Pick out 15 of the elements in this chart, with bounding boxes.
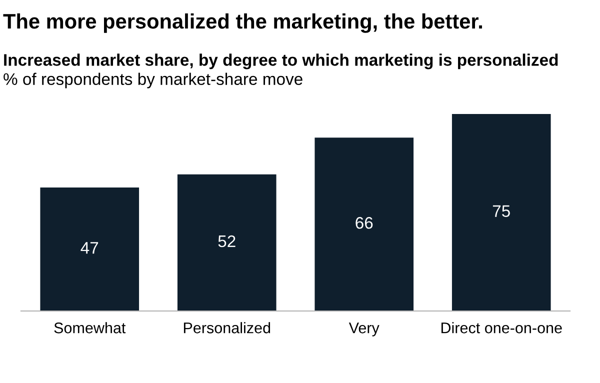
data-label: 52	[218, 235, 236, 248]
bar	[314, 138, 414, 311]
bar	[177, 174, 276, 311]
x-tick-label: Very	[348, 322, 380, 336]
data-label: 75	[492, 205, 510, 217]
text: % of respondents by market-share move	[4, 72, 302, 88]
x-tick-label: Somewhat	[54, 322, 126, 334]
chart-subtitle: Increased market share, by degree to which marketing is personalized	[4, 54, 558, 70]
bar	[40, 188, 140, 311]
x-tick-label: Direct one-on-one	[441, 322, 562, 334]
chart-title: The more personalized the marketing, the better.	[3, 13, 482, 33]
data-label: 47	[80, 242, 98, 254]
bar	[452, 114, 551, 311]
data-label: 66	[356, 217, 373, 229]
x-tick-label: Personalized	[184, 322, 270, 334]
